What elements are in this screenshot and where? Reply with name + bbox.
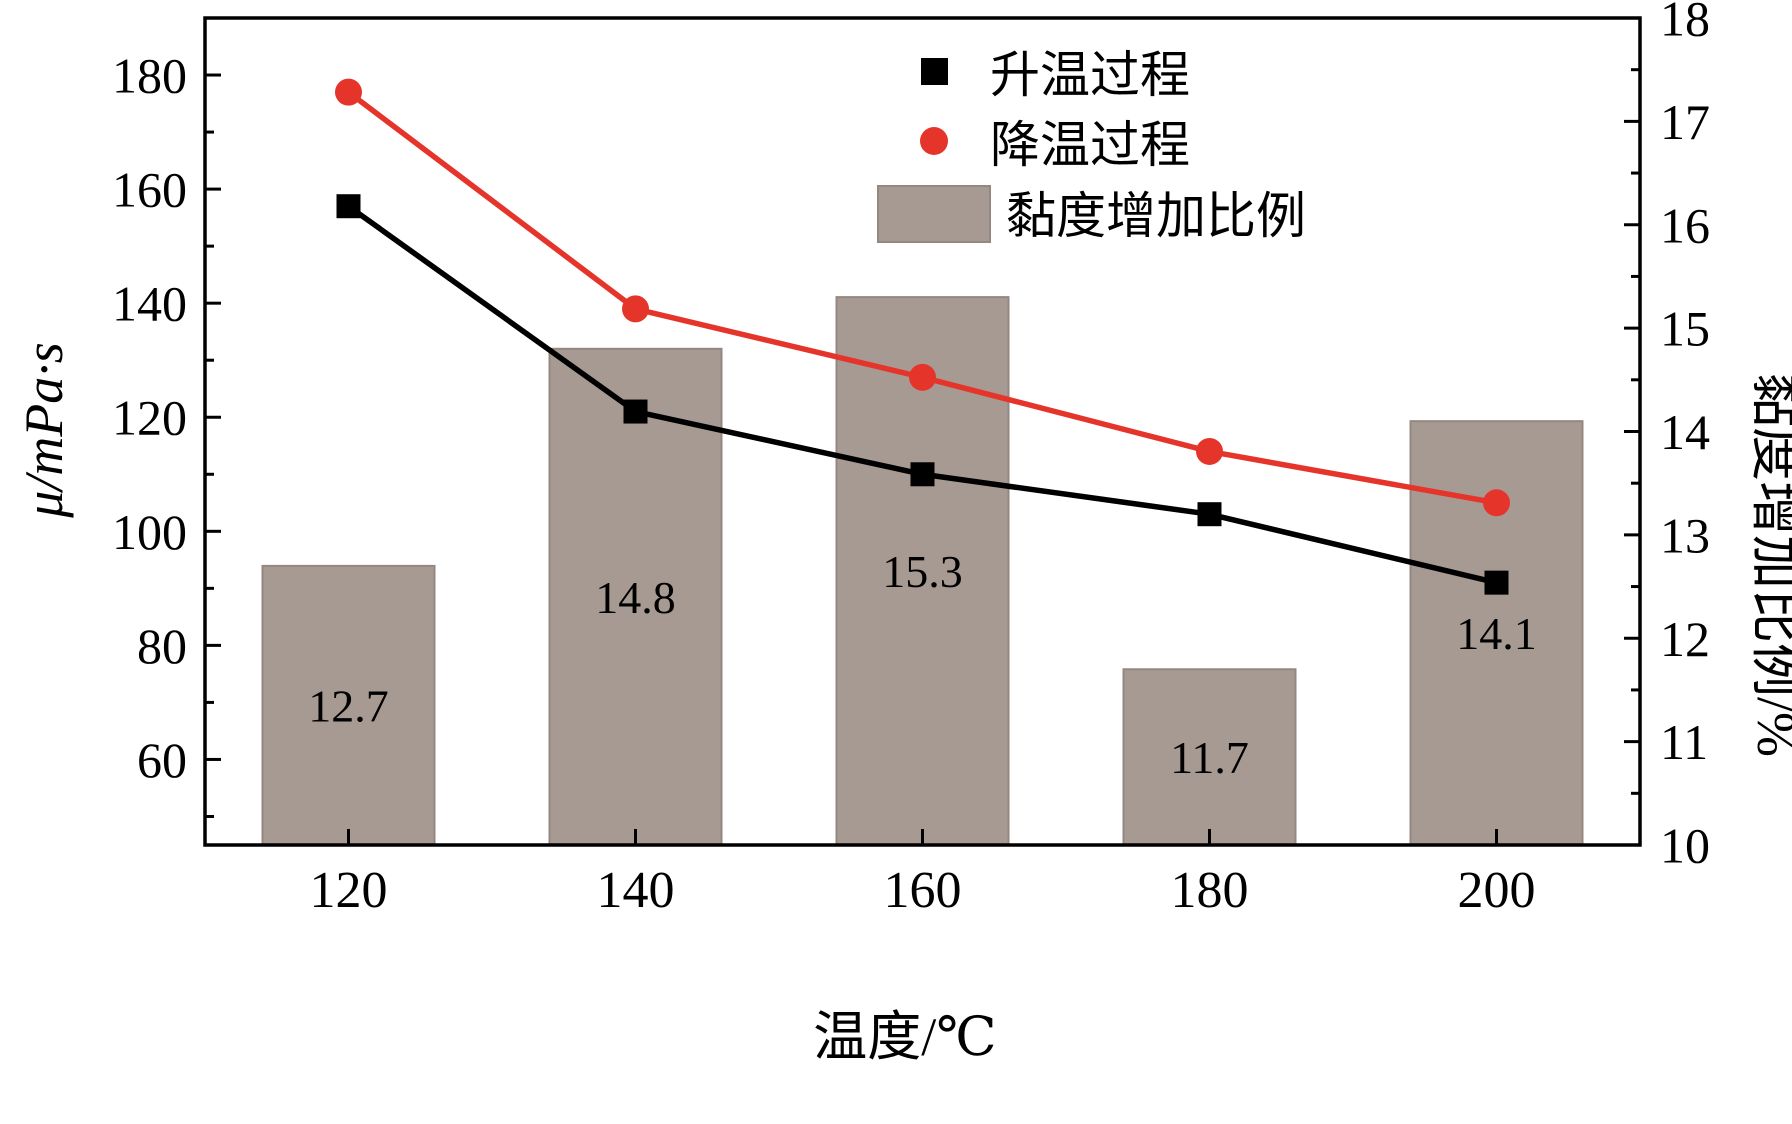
legend: 升温过程 降温过程 黏度增加比例 bbox=[877, 47, 1306, 244]
bar-value-label: 14.8 bbox=[595, 572, 676, 623]
left-tick-label: 100 bbox=[112, 504, 187, 560]
left-tick-label: 180 bbox=[112, 48, 187, 104]
bar-value-label: 11.7 bbox=[1170, 732, 1249, 783]
right-tick-label: 10 bbox=[1660, 818, 1710, 874]
cooling-marker-icon bbox=[335, 78, 362, 106]
right-tick-label: 14 bbox=[1660, 404, 1710, 460]
legend-bars-label: 黏度增加比例 bbox=[1006, 188, 1306, 244]
bar-value-label: 12.7 bbox=[308, 680, 389, 731]
heating-marker-icon bbox=[336, 194, 361, 219]
x-tick-label: 120 bbox=[310, 862, 388, 919]
cooling-marker-icon bbox=[909, 363, 936, 391]
right-tick-label: 13 bbox=[1660, 507, 1710, 563]
right-y-axis-title: 黏度增加比例/% bbox=[1746, 373, 1792, 757]
cooling-marker-icon bbox=[622, 295, 649, 323]
heating-marker-icon bbox=[1197, 502, 1222, 527]
left-tick-label: 120 bbox=[112, 390, 187, 446]
heating-marker-icon bbox=[910, 462, 935, 487]
left-tick-label: 140 bbox=[112, 276, 187, 332]
left-tick-label: 80 bbox=[137, 618, 187, 674]
bar bbox=[261, 564, 436, 846]
bar-value-label: 14.1 bbox=[1456, 608, 1537, 659]
cooling-marker-icon bbox=[1483, 489, 1510, 517]
x-tick-label: 200 bbox=[1458, 862, 1536, 919]
axis-ticks bbox=[205, 16, 1640, 847]
right-tick-label: 15 bbox=[1660, 301, 1710, 357]
legend-cooling-label: 降温过程 bbox=[990, 117, 1190, 173]
line-series bbox=[335, 78, 1510, 595]
right-tick-label: 18 bbox=[1660, 0, 1710, 47]
x-tick-label: 160 bbox=[884, 862, 962, 919]
right-tick-label: 12 bbox=[1660, 611, 1710, 667]
left-tick-label: 160 bbox=[112, 162, 187, 218]
legend-heating-label: 升温过程 bbox=[990, 47, 1190, 103]
left-y-axis-title: μ/mPa·s bbox=[14, 342, 74, 519]
x-tick-label: 140 bbox=[597, 862, 675, 919]
heating-marker-icon bbox=[1484, 570, 1509, 595]
bar-value-label: 15.3 bbox=[882, 546, 963, 597]
right-tick-label: 11 bbox=[1660, 714, 1708, 770]
legend-heating-marker-icon bbox=[921, 58, 948, 85]
cooling-marker-icon bbox=[1196, 437, 1223, 465]
heating-marker-icon bbox=[623, 399, 648, 424]
axis-tick-labels: 60 80 100 120 140 160 180 10 11 12 13 14 15 16 17 18 120… bbox=[112, 0, 1710, 919]
x-tick-label: 180 bbox=[1171, 862, 1249, 919]
left-tick-label: 60 bbox=[137, 732, 187, 788]
x-axis-title: 温度/℃ bbox=[813, 1007, 996, 1067]
bar bbox=[548, 347, 723, 846]
bar-value-labels: 12.7 14.8 15.3 11.7 14.1 bbox=[308, 546, 1537, 783]
bar bbox=[1122, 668, 1297, 847]
right-tick-label: 17 bbox=[1660, 94, 1710, 150]
right-tick-label: 16 bbox=[1660, 197, 1710, 253]
legend-bar-swatch-icon bbox=[877, 185, 991, 243]
legend-cooling-marker-icon bbox=[920, 127, 948, 155]
